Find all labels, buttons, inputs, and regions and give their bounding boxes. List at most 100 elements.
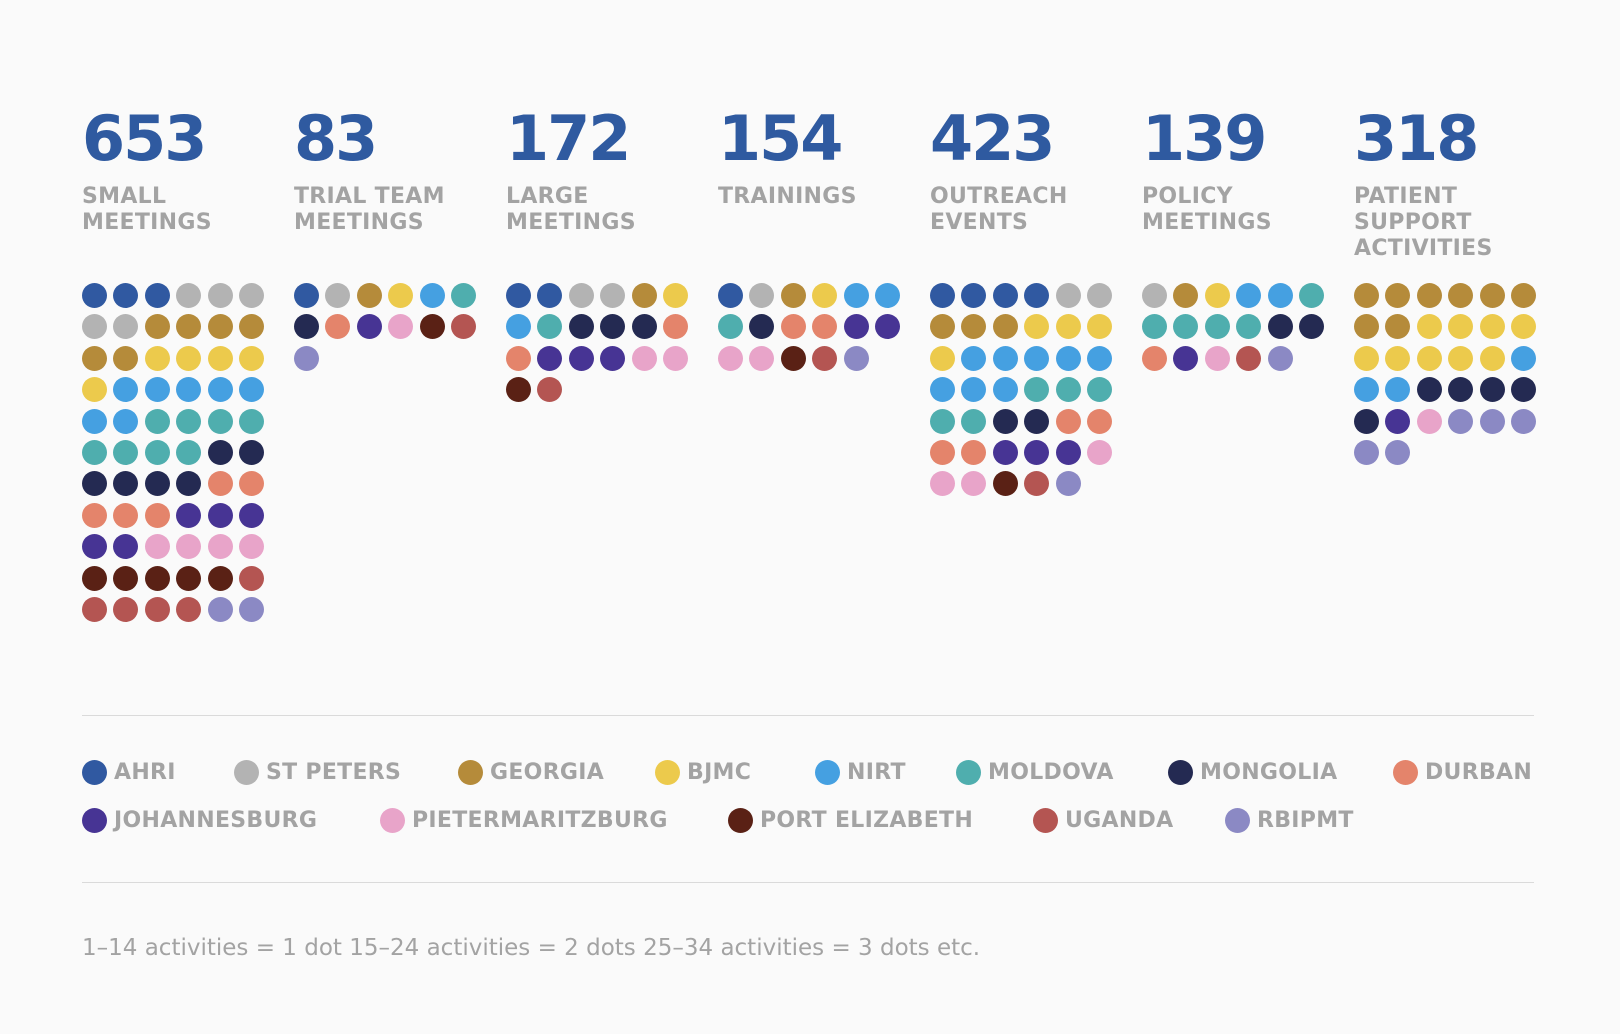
dot-mongolia xyxy=(1267,314,1293,340)
dot-durban xyxy=(1142,345,1167,371)
legend-top-divider xyxy=(82,715,1534,716)
activity-label: TRIAL TEAM MEETINGS xyxy=(294,184,445,235)
dot-pietermaritzburg xyxy=(930,471,955,497)
dot-uganda xyxy=(812,345,838,371)
dot-mongolia xyxy=(294,314,319,340)
legend-item-rbipmt: RBIPMT xyxy=(1225,808,1354,833)
dot-mongolia xyxy=(82,471,107,497)
dot-grid xyxy=(718,283,918,683)
dot-port-elizabeth xyxy=(144,565,170,591)
dot-bjmc xyxy=(1416,314,1442,340)
legend-label: PORT ELIZABETH xyxy=(760,808,974,833)
legend-swatch xyxy=(956,760,981,785)
dot-nirt xyxy=(875,283,900,308)
dot-bjmc xyxy=(1055,314,1081,340)
dot-bjmc xyxy=(930,345,955,371)
legend-swatch xyxy=(1168,760,1193,785)
dot-durban xyxy=(663,314,688,340)
dot-rbipmt xyxy=(1385,440,1411,465)
activity-label: SMALL MEETINGS xyxy=(82,184,212,235)
dot-nirt xyxy=(1236,283,1262,308)
dot-mongolia xyxy=(144,471,170,497)
dot-nirt xyxy=(176,377,202,403)
dot-georgia xyxy=(631,283,657,308)
dot-port-elizabeth xyxy=(780,345,806,371)
dot-uganda xyxy=(1236,345,1262,371)
dot-bjmc xyxy=(388,283,414,308)
column-large-meetings: 172 LARGE MEETINGS xyxy=(506,102,706,403)
dot-grid xyxy=(930,283,1130,683)
dot-johannesburg xyxy=(1173,345,1199,371)
dot-johannesburg xyxy=(1024,440,1050,465)
activity-total: 172 xyxy=(506,102,631,175)
dot-durban xyxy=(961,440,987,465)
dot-rbipmt xyxy=(1511,408,1536,434)
dot-georgia xyxy=(1448,283,1474,308)
dot-moldova xyxy=(930,408,955,434)
dot-nirt xyxy=(961,377,987,403)
dot-port-elizabeth xyxy=(176,565,202,591)
dot-pietermaritzburg xyxy=(631,345,657,371)
dot-pietermaritzburg xyxy=(1204,345,1230,371)
dot-uganda xyxy=(82,597,107,622)
dot-ahri xyxy=(506,283,531,308)
activity-label: PATIENT SUPPORT ACTIVITIES xyxy=(1354,184,1493,261)
dot-bjmc xyxy=(812,283,838,308)
dot-moldova xyxy=(82,440,107,465)
dot-johannesburg xyxy=(113,534,139,560)
dot-moldova xyxy=(1299,283,1324,308)
dot-mongolia xyxy=(1299,314,1324,340)
dot-nirt xyxy=(419,283,445,308)
legend-item-mongolia: MONGOLIA xyxy=(1168,760,1337,785)
dot-nirt xyxy=(82,408,107,434)
dot-ahri xyxy=(82,283,107,308)
dot-uganda xyxy=(113,597,139,622)
dot-johannesburg xyxy=(1055,440,1081,465)
dot-johannesburg xyxy=(239,502,264,528)
dot-johannesburg xyxy=(356,314,382,340)
dot-nirt xyxy=(207,377,233,403)
dot-st-peters xyxy=(600,283,626,308)
dot-bjmc xyxy=(1204,283,1230,308)
dot-moldova xyxy=(176,440,202,465)
dot-nirt xyxy=(1267,283,1293,308)
dot-mongolia xyxy=(207,440,233,465)
dot-georgia xyxy=(1416,283,1442,308)
dot-bjmc xyxy=(1087,314,1112,340)
dot-nirt xyxy=(144,377,170,403)
dot-st-peters xyxy=(1055,283,1081,308)
dot-bjmc xyxy=(1479,345,1505,371)
dot-nirt xyxy=(113,377,139,403)
legend-label: GEORGIA xyxy=(490,760,605,785)
dot-bjmc xyxy=(1448,345,1474,371)
dot-durban xyxy=(1087,408,1112,434)
dot-uganda xyxy=(239,565,264,591)
dot-moldova xyxy=(1142,314,1167,340)
dot-moldova xyxy=(1173,314,1199,340)
dot-ahri xyxy=(992,283,1018,308)
legend-item-moldova: MOLDOVA xyxy=(956,760,1114,785)
dot-moldova xyxy=(1024,377,1050,403)
activity-label: OUTREACH EVENTS xyxy=(930,184,1068,235)
dot-rbipmt xyxy=(239,597,264,622)
dot-rbipmt xyxy=(294,345,319,371)
dot-ahri xyxy=(113,283,139,308)
dot-durban xyxy=(207,471,233,497)
dot-moldova xyxy=(176,408,202,434)
dot-moldova xyxy=(239,408,264,434)
legend-label: AHRI xyxy=(114,760,176,785)
dot-st-peters xyxy=(239,283,264,308)
dot-georgia xyxy=(207,314,233,340)
dot-port-elizabeth xyxy=(992,471,1018,497)
dot-moldova xyxy=(144,408,170,434)
dot-mongolia xyxy=(1024,408,1050,434)
legend-swatch xyxy=(458,760,483,785)
dot-georgia xyxy=(356,283,382,308)
dot-moldova xyxy=(113,440,139,465)
dot-nirt xyxy=(1055,345,1081,371)
dot-nirt xyxy=(961,345,987,371)
column-trial-team-meetings: 83 TRIAL TEAM MEETINGS xyxy=(294,108,494,371)
legend-swatch xyxy=(380,808,405,833)
column-trainings: 154 TRAININGS xyxy=(718,108,918,371)
dot-georgia xyxy=(1385,314,1411,340)
